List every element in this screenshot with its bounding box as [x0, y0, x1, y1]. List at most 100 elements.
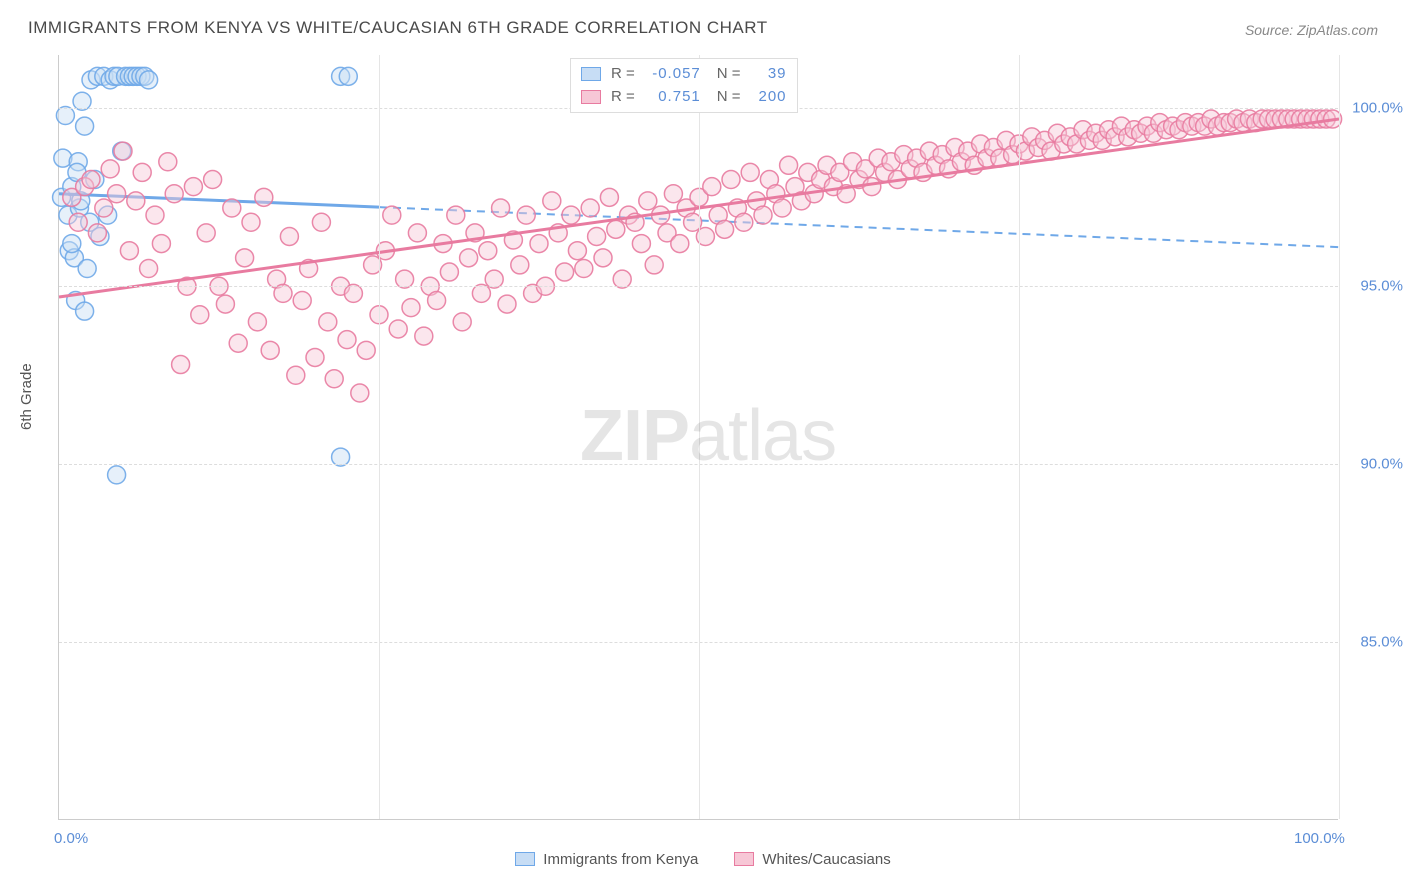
data-point-white: [773, 199, 791, 217]
data-point-white: [293, 292, 311, 310]
data-point-white: [306, 348, 324, 366]
data-point-white: [639, 192, 657, 210]
data-point-white: [242, 213, 260, 231]
data-point-kenya: [339, 67, 357, 85]
data-point-white: [492, 199, 510, 217]
data-point-kenya: [78, 259, 96, 277]
data-point-white: [236, 249, 254, 267]
gridline-v: [379, 55, 380, 819]
data-point-white: [632, 235, 650, 253]
correlation-legend: R = -0.057 N = 39 R = 0.751 N = 200: [570, 58, 798, 113]
data-point-white: [460, 249, 478, 267]
data-point-white: [568, 242, 586, 260]
data-point-white: [517, 206, 535, 224]
chart-title: IMMIGRANTS FROM KENYA VS WHITE/CAUCASIAN…: [28, 18, 768, 38]
data-point-white: [159, 153, 177, 171]
legend-stat-row: R = -0.057 N = 39: [581, 63, 787, 86]
data-point-white: [511, 256, 529, 274]
data-point-white: [146, 206, 164, 224]
data-point-white: [415, 327, 433, 345]
legend-stat-row: R = 0.751 N = 200: [581, 86, 787, 109]
gridline-v: [1339, 55, 1340, 819]
data-point-white: [165, 185, 183, 203]
data-point-white: [88, 224, 106, 242]
n-value: 200: [747, 86, 787, 109]
data-point-white: [408, 224, 426, 242]
data-point-white: [69, 213, 87, 231]
data-point-white: [645, 256, 663, 274]
y-axis-label: 6th Grade: [18, 363, 35, 430]
data-point-white: [114, 142, 132, 160]
data-point-white: [543, 192, 561, 210]
data-point-white: [741, 163, 759, 181]
data-point-white: [498, 295, 516, 313]
legend-label: Immigrants from Kenya: [543, 851, 698, 868]
n-label: N =: [717, 63, 741, 86]
data-point-white: [722, 171, 740, 189]
r-label: R =: [611, 86, 635, 109]
data-point-white: [440, 263, 458, 281]
data-point-white: [191, 306, 209, 324]
data-point-white: [447, 206, 465, 224]
series-legend: Immigrants from Kenya Whites/Caucasians: [0, 851, 1406, 871]
data-point-white: [581, 199, 599, 217]
data-point-white: [357, 341, 375, 359]
legend-swatch: [515, 852, 535, 866]
data-point-white: [152, 235, 170, 253]
data-point-white: [172, 356, 190, 374]
data-point-white: [204, 171, 222, 189]
data-point-white: [197, 224, 215, 242]
data-point-white: [338, 331, 356, 349]
data-point-white: [82, 171, 100, 189]
data-point-white: [588, 227, 606, 245]
data-point-white: [140, 259, 158, 277]
data-point-white: [562, 206, 580, 224]
data-point-white: [780, 156, 798, 174]
data-point-white: [664, 185, 682, 203]
data-point-white: [453, 313, 471, 331]
data-point-white: [325, 370, 343, 388]
data-point-white: [575, 259, 593, 277]
data-point-white: [351, 384, 369, 402]
chart-plot-area: 85.0%90.0%95.0%100.0%0.0%100.0%: [58, 55, 1338, 820]
data-point-white: [248, 313, 266, 331]
data-point-white: [319, 313, 337, 331]
data-point-kenya: [140, 71, 158, 89]
data-point-white: [716, 220, 734, 238]
data-point-white: [287, 366, 305, 384]
gridline-v: [1019, 55, 1020, 819]
data-point-white: [607, 220, 625, 238]
data-point-white: [133, 163, 151, 181]
x-tick-label: 100.0%: [1294, 830, 1345, 847]
data-point-white: [229, 334, 247, 352]
legend-swatch: [581, 90, 601, 104]
data-point-white: [594, 249, 612, 267]
r-value: 0.751: [641, 86, 701, 109]
data-point-white: [863, 178, 881, 196]
data-point-white: [671, 235, 689, 253]
y-tick-label: 85.0%: [1360, 634, 1403, 651]
y-tick-label: 90.0%: [1360, 456, 1403, 473]
legend-item: Whites/Caucasians: [734, 851, 890, 868]
n-label: N =: [717, 86, 741, 109]
data-point-white: [95, 199, 113, 217]
data-point-white: [703, 178, 721, 196]
data-point-kenya: [108, 466, 126, 484]
data-point-white: [120, 242, 138, 260]
data-point-white: [402, 299, 420, 317]
data-point-white: [530, 235, 548, 253]
gridline-v: [699, 55, 700, 819]
data-point-white: [735, 213, 753, 231]
data-point-white: [184, 178, 202, 196]
data-point-white: [556, 263, 574, 281]
legend-item: Immigrants from Kenya: [515, 851, 698, 868]
data-point-white: [108, 185, 126, 203]
data-point-white: [479, 242, 497, 260]
legend-swatch: [581, 67, 601, 81]
data-point-white: [280, 227, 298, 245]
data-point-kenya: [63, 235, 81, 253]
data-point-kenya: [76, 117, 94, 135]
data-point-white: [101, 160, 119, 178]
data-point-white: [389, 320, 407, 338]
legend-label: Whites/Caucasians: [762, 851, 890, 868]
